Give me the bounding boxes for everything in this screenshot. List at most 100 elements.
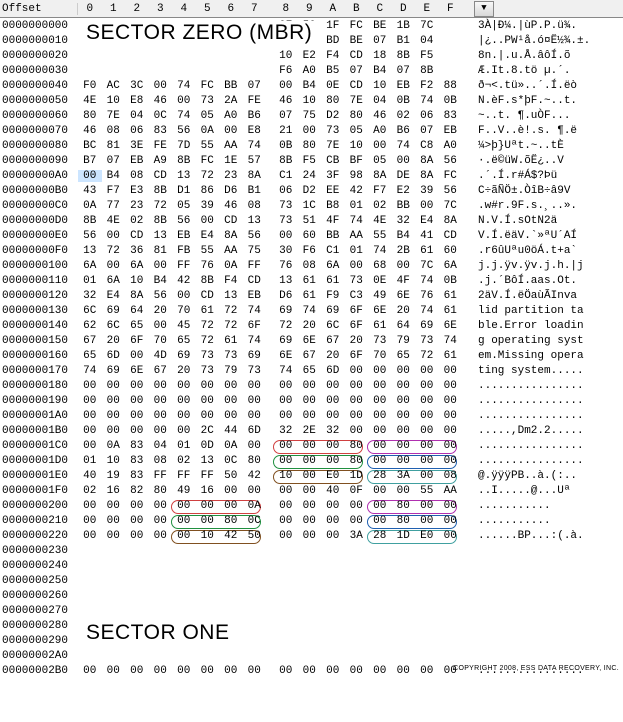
hex-byte[interactable]: 7C [439, 200, 463, 212]
hex-byte[interactable]: 39 [415, 185, 439, 197]
hex-byte[interactable]: 00 [298, 470, 322, 482]
hex-byte[interactable]: 00 [345, 665, 369, 677]
hex-byte[interactable]: 00 [345, 365, 369, 377]
hex-byte[interactable]: 76 [196, 260, 220, 272]
hex-byte[interactable]: 1C [298, 200, 322, 212]
hex-byte[interactable]: B4 [392, 230, 416, 242]
hex-byte[interactable]: 07 [274, 110, 298, 122]
hex-byte[interactable]: B4 [102, 170, 126, 182]
hex-byte[interactable]: 7C [415, 260, 439, 272]
hex-byte[interactable]: 24 [298, 170, 322, 182]
hex-byte[interactable]: BE [345, 35, 369, 47]
hex-byte[interactable]: 70 [368, 350, 392, 362]
hex-byte[interactable]: 6D [102, 350, 126, 362]
hex-byte[interactable]: CD [345, 80, 369, 92]
hex-byte[interactable]: 00 [125, 380, 149, 392]
hex-byte[interactable]: 00 [102, 530, 126, 542]
hex-byte[interactable]: F7 [368, 185, 392, 197]
hex-byte[interactable]: 65 [298, 365, 322, 377]
hex-byte[interactable]: DE [392, 170, 416, 182]
hex-byte[interactable]: 07 [243, 80, 267, 92]
hex-byte[interactable]: 02 [392, 110, 416, 122]
hex-byte[interactable]: FC [439, 170, 463, 182]
hex-byte[interactable]: 05 [368, 155, 392, 167]
hex-byte[interactable]: 00 [219, 485, 243, 497]
hex-byte[interactable]: 00 [243, 395, 267, 407]
hex-byte[interactable]: 00 [196, 380, 220, 392]
hex-byte[interactable]: 67 [149, 365, 173, 377]
hex-byte[interactable]: BB [219, 80, 243, 92]
hex-byte[interactable]: 73 [368, 335, 392, 347]
hex-byte[interactable]: 8A [219, 230, 243, 242]
hex-byte[interactable]: 00 [274, 410, 298, 422]
hex-byte[interactable]: 61 [439, 290, 463, 302]
hex-byte[interactable]: 00 [392, 440, 416, 452]
hex-byte[interactable]: 6F [345, 350, 369, 362]
hex-byte[interactable]: E4 [196, 230, 220, 242]
hex-byte[interactable]: 13 [149, 230, 173, 242]
hex-byte[interactable]: 42 [345, 185, 369, 197]
hex-byte[interactable]: 65 [392, 350, 416, 362]
hex-byte[interactable]: 0F [345, 485, 369, 497]
hex-byte[interactable]: 00 [392, 260, 416, 272]
hex-byte[interactable]: 00 [298, 380, 322, 392]
hex-byte[interactable]: C1 [274, 170, 298, 182]
hex-byte[interactable]: 00 [172, 410, 196, 422]
hex-byte[interactable]: 88 [439, 80, 463, 92]
hex-byte[interactable]: 00 [392, 365, 416, 377]
hex-byte[interactable]: 00 [415, 455, 439, 467]
hex-byte[interactable]: 83 [125, 470, 149, 482]
hex-byte[interactable]: 00 [149, 500, 173, 512]
hex-byte[interactable]: BB [321, 230, 345, 242]
hex-byte[interactable]: 74 [392, 140, 416, 152]
hex-byte[interactable]: CD [125, 230, 149, 242]
hex-byte[interactable]: 8B [78, 215, 102, 227]
hex-byte[interactable]: 00 [298, 455, 322, 467]
hex-byte[interactable]: 08 [243, 200, 267, 212]
hex-byte[interactable]: 60 [439, 245, 463, 257]
hex-byte[interactable]: 7E [321, 140, 345, 152]
hex-byte[interactable]: 8B [172, 155, 196, 167]
hex-byte[interactable]: 00 [102, 515, 126, 527]
hex-byte[interactable]: 55 [415, 485, 439, 497]
hex-byte[interactable]: 00 [149, 260, 173, 272]
hex-byte[interactable]: 00 [149, 380, 173, 392]
hex-byte[interactable]: 69 [321, 305, 345, 317]
hex-byte[interactable]: AA [345, 230, 369, 242]
hex-byte[interactable]: F9 [321, 290, 345, 302]
hex-byte[interactable]: CD [219, 215, 243, 227]
hex-byte[interactable]: 61 [439, 350, 463, 362]
hex-byte[interactable]: 00 [149, 320, 173, 332]
hex-byte[interactable]: A9 [149, 155, 173, 167]
hex-byte[interactable]: F5 [298, 155, 322, 167]
hex-byte[interactable]: 00 [243, 665, 267, 677]
hex-byte[interactable]: 20 [321, 350, 345, 362]
hex-byte[interactable]: 00 [125, 395, 149, 407]
hex-byte[interactable]: 8A [439, 215, 463, 227]
hex-byte[interactable]: 0A [243, 500, 267, 512]
hex-byte[interactable]: 00 [149, 515, 173, 527]
hex-byte[interactable]: 61 [196, 305, 220, 317]
hex-byte[interactable]: F6 [298, 245, 322, 257]
hex-byte[interactable]: BE [368, 20, 392, 32]
hex-byte[interactable]: 10 [102, 95, 126, 107]
hex-byte[interactable]: 13 [274, 275, 298, 287]
hex-byte[interactable]: 01 [78, 455, 102, 467]
hex-byte[interactable]: 80 [392, 500, 416, 512]
hex-byte[interactable]: 00 [321, 500, 345, 512]
hex-byte[interactable]: 00 [102, 500, 126, 512]
hex-byte[interactable]: 2A [219, 95, 243, 107]
hex-byte[interactable]: 61 [439, 305, 463, 317]
hex-byte[interactable]: 67 [321, 335, 345, 347]
hex-byte[interactable]: 32 [274, 425, 298, 437]
hex-byte[interactable]: 73 [345, 275, 369, 287]
hex-byte[interactable]: 00 [149, 80, 173, 92]
hex-byte[interactable]: 08 [149, 455, 173, 467]
hex-byte[interactable]: BC [78, 140, 102, 152]
hex-byte[interactable]: 61 [368, 320, 392, 332]
hex-byte[interactable]: 01 [345, 200, 369, 212]
hex-byte[interactable]: 20 [102, 335, 126, 347]
hex-byte[interactable]: 06 [274, 185, 298, 197]
hex-byte[interactable]: 00 [298, 665, 322, 677]
hex-byte[interactable]: 00 [274, 440, 298, 452]
